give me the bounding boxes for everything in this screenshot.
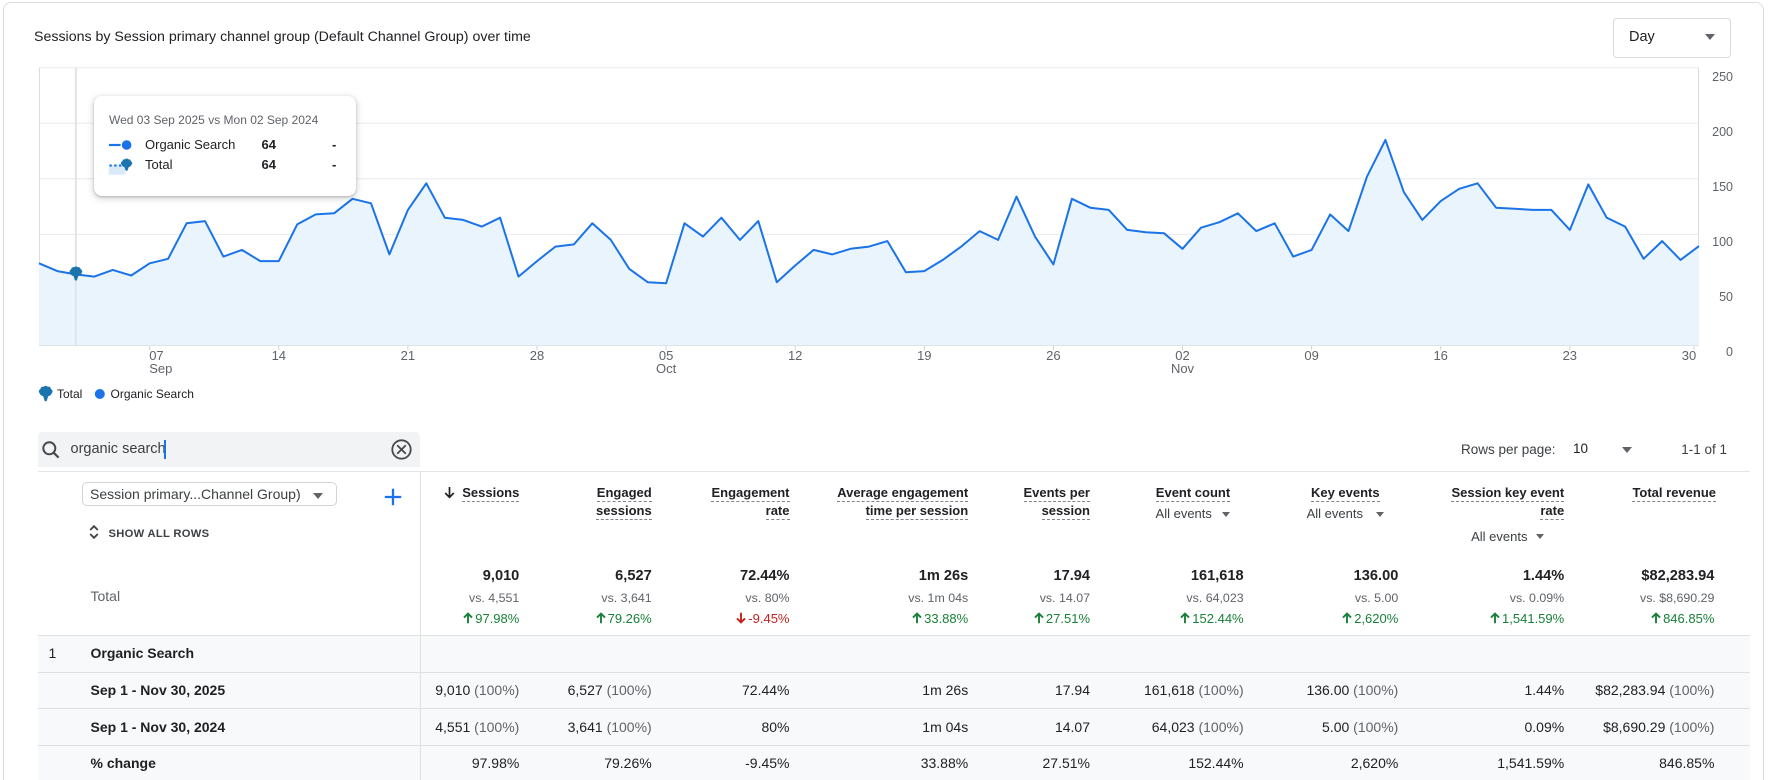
svg-text:21: 21: [401, 348, 415, 363]
svg-text:50: 50: [1719, 290, 1733, 304]
svg-text:Oct: Oct: [656, 361, 677, 376]
svg-text:100: 100: [1712, 235, 1733, 249]
svg-text:150: 150: [1712, 180, 1733, 194]
svg-text:Sep: Sep: [149, 361, 172, 376]
svg-text:09: 09: [1304, 348, 1318, 363]
svg-text:250: 250: [1712, 70, 1733, 84]
svg-text:200: 200: [1712, 125, 1733, 139]
svg-text:07: 07: [149, 348, 163, 363]
svg-text:23: 23: [1563, 348, 1577, 363]
svg-text:28: 28: [530, 348, 544, 363]
svg-text:26: 26: [1046, 348, 1060, 363]
svg-text:16: 16: [1433, 348, 1447, 363]
svg-text:12: 12: [788, 348, 802, 363]
svg-text:0: 0: [1726, 345, 1733, 359]
svg-text:02: 02: [1175, 348, 1189, 363]
svg-text:30: 30: [1682, 348, 1696, 363]
svg-text:19: 19: [917, 348, 931, 363]
svg-text:05: 05: [659, 348, 673, 363]
svg-text:Nov: Nov: [1171, 361, 1195, 376]
svg-text:14: 14: [272, 348, 286, 363]
